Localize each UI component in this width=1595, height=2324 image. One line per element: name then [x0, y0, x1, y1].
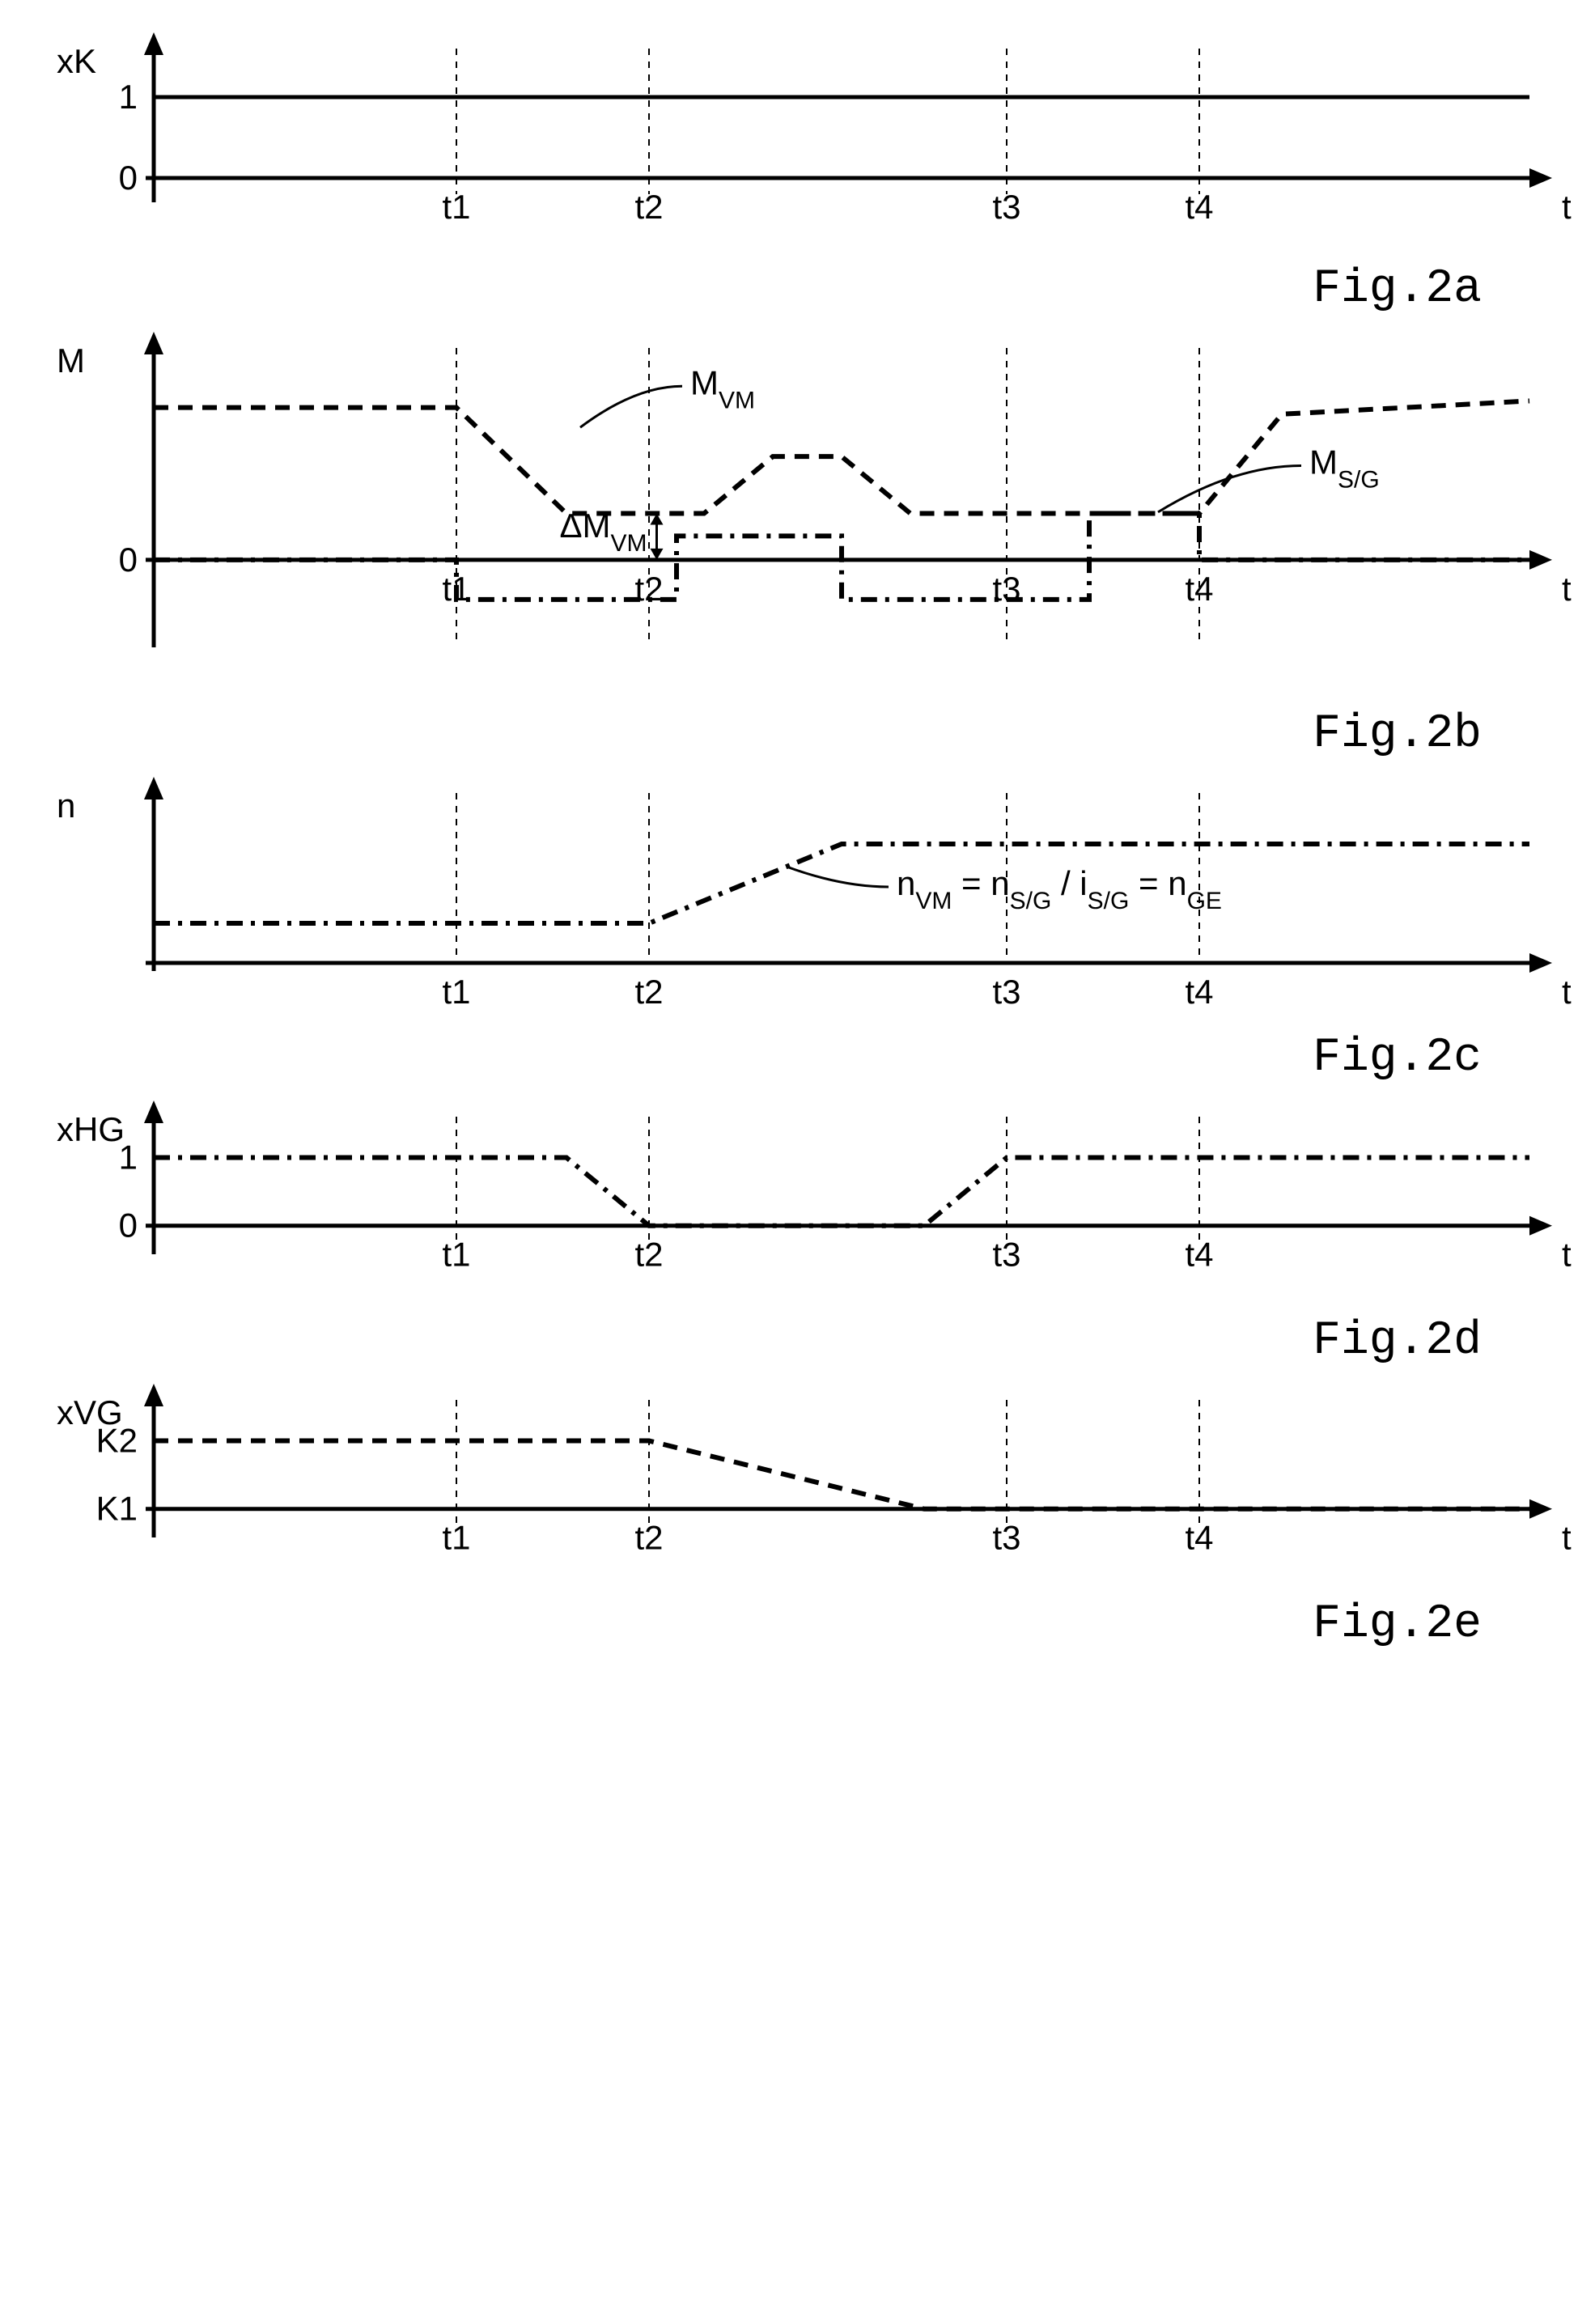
xtick-t3: t3: [992, 1236, 1020, 1274]
chart-container-c: nt1t2t3t4tnVM = nS/G / iS/G = nGEFig.2c: [32, 777, 1563, 1084]
y-axis-label: xHG: [57, 1110, 125, 1148]
y-axis-arrow: [144, 1384, 163, 1406]
xtick-t4: t4: [1185, 1236, 1213, 1274]
ytick-0: 0: [119, 159, 138, 197]
leader-1: [1158, 465, 1301, 511]
xtick-t2: t2: [634, 570, 663, 608]
series-M_S/G: [154, 514, 1529, 600]
chart-container-e: xVGK1K2t1t2t3t4tFig.2e: [32, 1384, 1563, 1651]
y-axis-arrow: [144, 32, 163, 55]
y-axis-arrow: [144, 332, 163, 354]
xtick-t2: t2: [634, 1236, 663, 1274]
fig-label-b: Fig.2b: [32, 708, 1563, 761]
charts-root: xK01t1t2t3t4tFig.2aM0t1t2t3t4tMVMMS/GΔMV…: [32, 32, 1563, 1651]
xtick-t3: t3: [992, 188, 1020, 226]
label-0: MVM: [690, 363, 755, 413]
xtick-t1: t1: [442, 1236, 470, 1274]
xtick-t4: t4: [1185, 1519, 1213, 1557]
ytick-0: 0: [119, 541, 138, 579]
fig-label-d: Fig.2d: [32, 1315, 1563, 1368]
x-axis-end-label: t: [1562, 973, 1572, 1011]
xtick-t3: t3: [992, 570, 1020, 608]
series-xVG: [154, 1441, 1529, 1509]
x-axis-arrow: [1529, 168, 1552, 188]
chart-c: n t1 t2 t3 t4 t nVM = nS/G / iS/G = nGE: [32, 777, 1594, 1028]
chart-e: xVGK1K2t1t2t3t4t: [32, 1384, 1594, 1594]
x-axis-end-label: t: [1562, 1519, 1572, 1557]
xtick-t2: t2: [634, 188, 663, 226]
x-axis-end-label: t: [1562, 1236, 1572, 1274]
xtick-t1: t1: [442, 1519, 470, 1557]
xtick-t4: t4: [1185, 570, 1213, 608]
label-0: nVM = nS/G / iS/G = nGE: [897, 864, 1222, 914]
xtick-t1: t1: [442, 570, 470, 608]
ytick-K1: K1: [96, 1490, 138, 1528]
chart-container-a: xK01t1t2t3t4tFig.2a: [32, 32, 1563, 316]
ytick-0: 0: [119, 1207, 138, 1245]
x-axis-end-label: t: [1562, 188, 1572, 226]
leader-0: [580, 386, 682, 427]
xtick-t3: t3: [992, 1519, 1020, 1557]
chart-d: xHG 0 1 t1 t2 t3 t4 t: [32, 1101, 1594, 1311]
xtick-t2: t2: [634, 1519, 663, 1557]
xtick-t1: t1: [442, 188, 470, 226]
chart-container-d: xHG01t1t2t3t4tFig.2d: [32, 1101, 1563, 1368]
fig-label-e: Fig.2e: [32, 1598, 1563, 1651]
fig-label-c: Fig.2c: [32, 1032, 1563, 1084]
xtick-t4: t4: [1185, 188, 1213, 226]
y-axis-arrow: [144, 777, 163, 799]
x-axis-arrow: [1529, 550, 1552, 570]
y-axis-label: M: [57, 341, 85, 380]
fig-label-a: Fig.2a: [32, 263, 1563, 316]
x-axis-end-label: t: [1562, 570, 1572, 608]
y-axis-label: xK: [57, 42, 96, 80]
ytick-1: 1: [119, 78, 138, 116]
ytick-1: 1: [119, 1139, 138, 1177]
chart-container-b: M0t1t2t3t4tMVMMS/GΔMVMFig.2b: [32, 332, 1563, 761]
x-axis-arrow: [1529, 1499, 1552, 1519]
series-xHG: [154, 1158, 1529, 1226]
x-axis-arrow: [1529, 1216, 1552, 1236]
leader-0: [787, 867, 889, 887]
label-1: MS/G: [1309, 443, 1380, 493]
chart-b: M0t1t2t3t4tMVMMS/GΔMVM: [32, 332, 1594, 704]
xtick-t2: t2: [634, 973, 663, 1011]
y-axis-arrow: [144, 1101, 163, 1123]
x-axis-arrow: [1529, 953, 1552, 973]
series-n: [154, 844, 1529, 923]
ytick-K2: K2: [96, 1422, 138, 1460]
xtick-t1: t1: [442, 973, 470, 1011]
y-axis-label: n: [57, 787, 75, 825]
xtick-t3: t3: [992, 973, 1020, 1011]
chart-a: xK 0 1 t1 t2 t3 t4 t: [32, 32, 1594, 259]
xtick-t4: t4: [1185, 973, 1213, 1011]
